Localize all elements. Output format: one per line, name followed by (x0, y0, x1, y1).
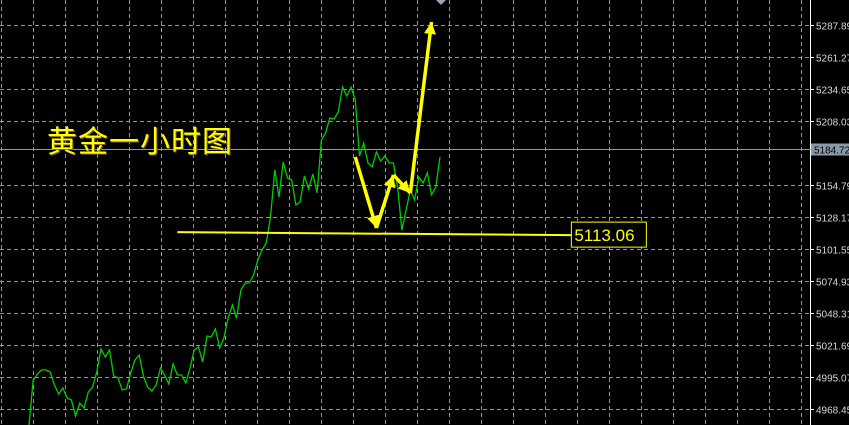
y-tick-label: 4968.45 (816, 406, 849, 417)
y-tick-label: 5154.79 (816, 182, 849, 193)
level-line-mark (177, 231, 572, 237)
level-line: 5113.06 (177, 221, 647, 248)
trend-arrow-segment (408, 21, 434, 194)
y-tick-label: 5208.03 (816, 118, 849, 129)
current-price-badge (811, 143, 849, 156)
y-tick-label: 5021.69 (816, 342, 849, 353)
arrow-head-icon (424, 21, 437, 35)
trend-arrow-segment (353, 156, 379, 229)
y-tick-label: 5261.27 (816, 54, 849, 65)
current-price-label: 5184.72 (814, 146, 849, 157)
y-tick-label: 5234.65 (816, 86, 849, 97)
current-price-line: 5184.72 (0, 143, 849, 157)
y-tick-label: 4995.07 (816, 374, 849, 385)
scroll-marker-icon[interactable] (436, 0, 446, 5)
level-label-box (570, 221, 647, 248)
arrow-head-icon (397, 180, 411, 194)
y-tick-label: 5074.93 (816, 278, 849, 289)
price-series-line (28, 84, 441, 425)
y-tick-label: 5048.31 (816, 310, 849, 321)
y-tick-label: 5287.89 (816, 22, 849, 33)
arrow-head-icon (384, 174, 396, 189)
level-label: 5113.06 (574, 226, 634, 245)
grid (0, 0, 810, 425)
chart-title: 黄金一小时图 (47, 125, 233, 160)
trend-arrows (353, 21, 437, 229)
y-tick-label: 5101.55 (816, 246, 849, 257)
y-tick-label: 5128.17 (816, 214, 849, 225)
y-axis: 5287.89 5261.27 5234.65 5208.03 5154.79 5128.… (810, 22, 849, 417)
